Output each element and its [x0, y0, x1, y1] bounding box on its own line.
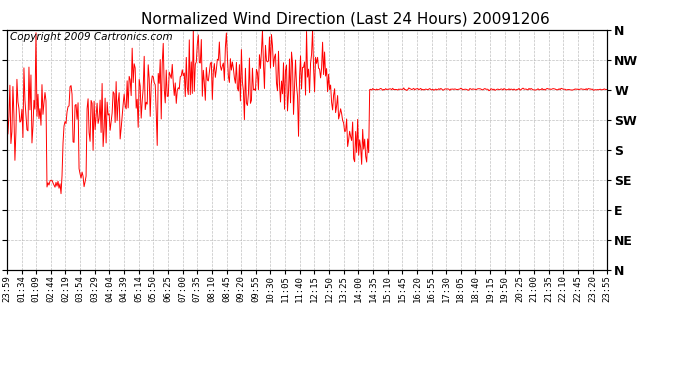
Text: Normalized Wind Direction (Last 24 Hours) 20091206: Normalized Wind Direction (Last 24 Hours… [141, 11, 549, 26]
Text: Copyright 2009 Cartronics.com: Copyright 2009 Cartronics.com [10, 32, 172, 42]
